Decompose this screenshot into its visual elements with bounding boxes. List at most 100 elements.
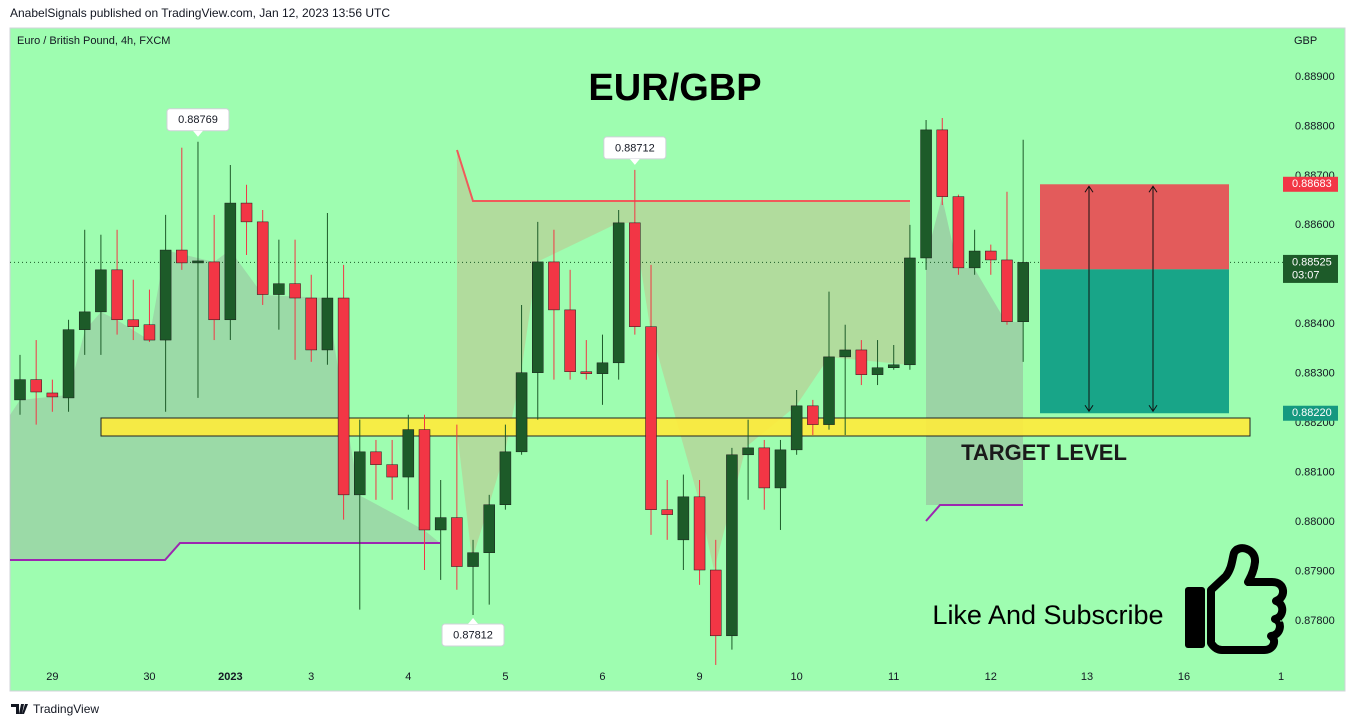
target-text: TARGET LEVEL [961, 440, 1127, 465]
candle-body [95, 269, 107, 313]
candle-body [62, 329, 75, 399]
candle-body [904, 257, 916, 366]
target-band [100, 417, 1251, 437]
symbol-label: Euro / British Pound, 4h, FXCM [17, 35, 170, 47]
indicator-line [925, 504, 1023, 522]
candle-body [709, 569, 722, 637]
x-tick-label: 11 [888, 671, 899, 683]
candle-body [580, 371, 593, 374]
price-tag [1283, 254, 1338, 283]
candle-body [742, 447, 754, 456]
price-callout-pointer [629, 158, 640, 165]
candle-body [823, 356, 835, 425]
y-tick-label: 0.88600 [1295, 219, 1335, 231]
currency-label: GBP [1294, 35, 1317, 47]
x-tick-label: 6 [599, 671, 605, 683]
candle-body [677, 496, 690, 541]
candle-body [548, 261, 560, 311]
candle-body [337, 297, 350, 496]
y-tick-label: 0.88000 [1295, 516, 1335, 528]
candle-body [224, 202, 237, 321]
candle-body [952, 196, 965, 269]
candle-body [629, 222, 641, 327]
price-callout-pointer [468, 618, 479, 625]
cta-text: Like And Subscribe [932, 600, 1163, 630]
candle-body [127, 319, 140, 327]
candle-body [78, 311, 91, 330]
candle-body [612, 222, 625, 364]
y-tick-label: 0.88100 [1295, 466, 1335, 478]
x-tick-label: 3 [308, 671, 314, 683]
candle-body [871, 367, 884, 375]
y-tick-label: 0.88800 [1295, 120, 1335, 132]
x-tick-label: 5 [502, 671, 508, 683]
candle-body [499, 451, 512, 505]
y-tick-label: 0.87900 [1295, 565, 1335, 577]
candle-body [354, 451, 366, 496]
x-tick-label: 30 [143, 671, 155, 683]
x-tick-label: 1 [1278, 671, 1284, 683]
price-tag-label: 0.88220 [1292, 407, 1332, 419]
y-tick-label: 0.88900 [1295, 71, 1335, 83]
candle-body [14, 379, 26, 401]
candle-body [467, 552, 479, 567]
candle-body [451, 517, 463, 567]
candle-body [402, 429, 415, 478]
candle-body [46, 392, 59, 398]
x-tick-label: 29 [46, 671, 58, 683]
candle-body [305, 297, 317, 351]
arrow-head [1084, 404, 1094, 413]
candle-body [434, 517, 447, 531]
indicator-area [457, 150, 910, 570]
candle-body [564, 309, 576, 372]
plot: 0.88769 0.88712 0.87812 [10, 108, 1283, 665]
candle-body [370, 451, 382, 465]
candle-body [985, 250, 997, 261]
candle-body [645, 326, 657, 510]
footer-logo [11, 704, 28, 714]
arrow-head [1084, 185, 1094, 193]
publisher-line: AnabelSignals published on TradingView.c… [10, 6, 390, 20]
candle-body [30, 379, 42, 393]
candle-body [693, 496, 706, 571]
price-tag-label: 0.88683 [1292, 178, 1332, 190]
candle-body [887, 364, 900, 368]
candle-body [321, 297, 334, 351]
candle-body [256, 221, 269, 295]
price-callout: 0.87812 [453, 629, 493, 641]
x-tick-label: 16 [1178, 671, 1190, 683]
indicator-line [10, 542, 440, 561]
arrow-head [1148, 404, 1158, 413]
candle-body [418, 429, 431, 531]
candle-body [143, 324, 156, 341]
x-tick-label: 9 [696, 671, 702, 683]
y-tick-label: 0.87800 [1295, 615, 1335, 627]
candle-body [176, 249, 188, 264]
candle-body [596, 362, 609, 374]
thumbs-up-icon [1185, 544, 1287, 654]
price-tag [1283, 405, 1338, 421]
price-tag-label: 0.88525 [1292, 256, 1332, 268]
candle-body [936, 129, 949, 197]
x-tick-label: 13 [1081, 671, 1093, 683]
candle-body [807, 405, 819, 425]
candle-body [386, 464, 398, 478]
candle-body [920, 129, 932, 259]
price-callout: 0.88712 [615, 142, 655, 154]
candle-body [208, 261, 220, 321]
x-tick-label: 12 [985, 671, 997, 683]
x-tick-label: 10 [791, 671, 803, 683]
candle-body [532, 261, 544, 373]
reward-zone [1040, 269, 1229, 414]
x-tick-label: 2023 [218, 671, 242, 683]
candle-body [758, 447, 771, 489]
y-tick-label: 0.88400 [1295, 318, 1335, 330]
candle-body [1017, 262, 1029, 323]
candle-body [839, 349, 851, 358]
risk-zone [1040, 184, 1229, 270]
candle-body [855, 349, 868, 375]
x-tick-label: 4 [405, 671, 411, 683]
candle-body [774, 449, 787, 489]
arrow-head [1148, 185, 1158, 193]
